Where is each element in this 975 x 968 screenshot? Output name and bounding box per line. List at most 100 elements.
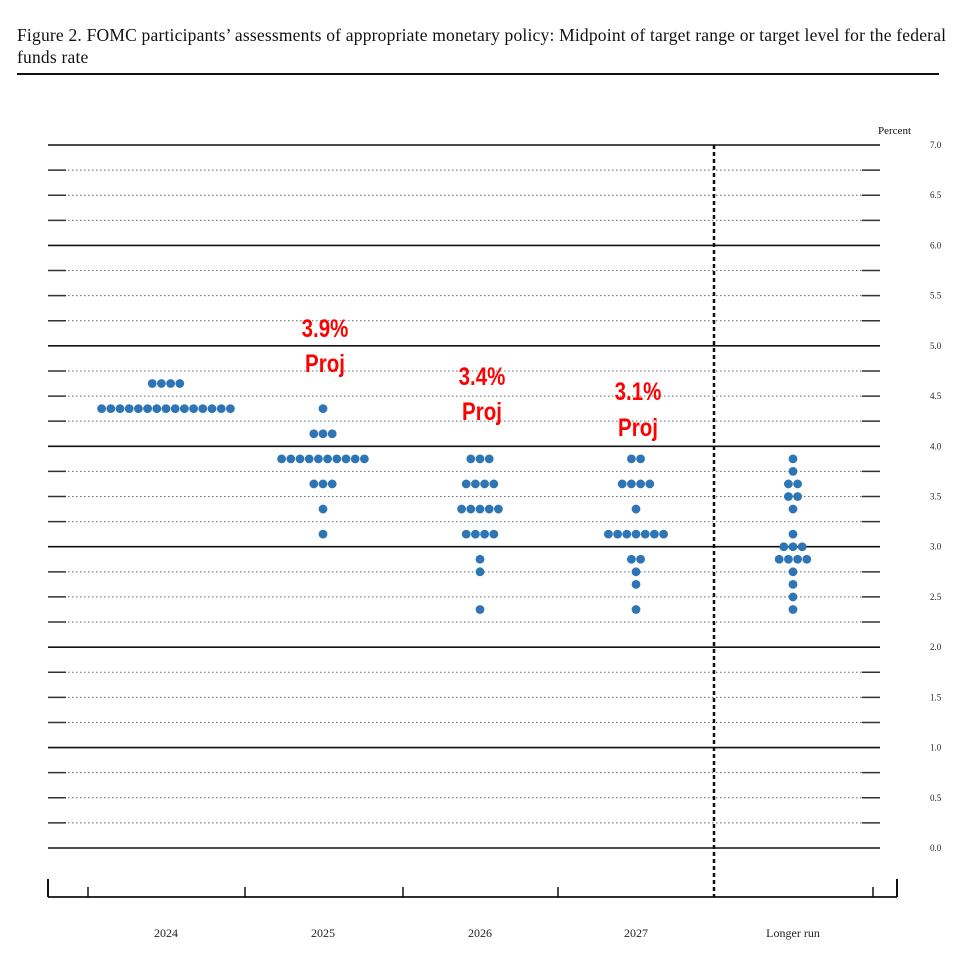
dot-2025	[304, 454, 314, 464]
dot-2024	[175, 379, 185, 388]
dot-2024	[147, 379, 157, 388]
dot-2025	[318, 479, 328, 489]
dot-2024	[124, 404, 134, 414]
dot-2025	[295, 454, 305, 464]
dot-2026	[475, 605, 485, 614]
dot-2024	[97, 404, 106, 414]
dot-2024	[143, 404, 153, 414]
dot-longer-run	[788, 454, 798, 464]
dot-2027	[650, 529, 659, 539]
dot-2026	[457, 504, 466, 514]
y-tick-label: 0.0	[930, 843, 942, 853]
dot-2026	[475, 454, 485, 464]
dot-longer-run	[788, 592, 798, 602]
dot-longer-run	[788, 466, 798, 476]
figure-title: Figure 2. FOMC participants’ assessments…	[17, 25, 947, 67]
dot-2025	[277, 454, 286, 464]
dot-2025	[314, 454, 323, 464]
y-tick-label: 4.5	[930, 391, 942, 401]
dot-2025	[318, 504, 328, 514]
projection-annotation: Proj	[618, 413, 658, 441]
dot-2025	[318, 529, 328, 539]
x-tick-label: 2026	[468, 926, 492, 940]
y-axis-label: Percent	[878, 125, 911, 137]
dot-2026	[480, 529, 489, 539]
dot-2026	[471, 479, 480, 489]
y-tick-label: 2.5	[930, 592, 942, 602]
x-tick-label: 2025	[311, 926, 335, 940]
dot-2025	[327, 479, 337, 489]
dot-2027	[604, 529, 613, 539]
dot-longer-run	[788, 529, 798, 539]
dot-2024	[134, 404, 143, 414]
dot-2027	[627, 454, 636, 464]
dot-2025	[341, 454, 351, 464]
dot-2027	[636, 479, 645, 489]
dot-2026	[475, 567, 485, 577]
dot-2026	[475, 504, 485, 514]
dot-longer-run	[788, 542, 798, 552]
dot-2024	[170, 404, 180, 414]
dot-2026	[461, 479, 471, 489]
dot-2024	[226, 404, 235, 414]
dot-longer-run	[784, 479, 793, 489]
dot-2024	[189, 404, 199, 414]
dot-2026	[466, 504, 476, 514]
dot-2026	[480, 479, 489, 489]
dot-2026	[489, 529, 499, 539]
projection-annotation: Proj	[462, 397, 502, 425]
dot-2027	[631, 605, 641, 614]
title-rule	[17, 73, 939, 75]
dot-2025	[360, 454, 369, 464]
dot-2024	[207, 404, 217, 414]
y-tick-label: 4.0	[930, 441, 942, 451]
dot-2024	[216, 404, 226, 414]
dot-2026	[494, 504, 503, 514]
x-tick-label: 2024	[154, 926, 178, 940]
dot-2027	[631, 579, 641, 589]
dot-2027	[645, 479, 655, 489]
dot-2026	[471, 529, 480, 539]
dot-2027	[631, 567, 641, 577]
dot-2024	[166, 379, 176, 388]
dot-2024	[161, 404, 171, 414]
dot-2026	[484, 504, 494, 514]
dot-2027	[622, 529, 632, 539]
dot-2027	[613, 529, 622, 539]
dot-2025	[318, 404, 328, 414]
y-tick-label: 1.5	[930, 692, 942, 702]
dot-2026	[475, 554, 485, 564]
dot-2027	[631, 529, 641, 539]
dot-2024	[115, 404, 125, 414]
dot-2025	[332, 454, 342, 464]
y-tick-label: 6.0	[930, 240, 942, 250]
dot-2024	[106, 404, 116, 414]
x-tick-label: 2027	[624, 926, 648, 940]
dot-2027	[631, 504, 641, 514]
dot-longer-run	[788, 605, 798, 614]
y-tick-label: 6.5	[930, 190, 942, 200]
dot-2024	[157, 379, 166, 388]
dot-longer-run	[793, 492, 802, 501]
dot-longer-run	[788, 579, 798, 589]
y-tick-label: 5.5	[930, 291, 942, 301]
dot-longer-run	[793, 554, 802, 564]
dot-longer-run	[784, 554, 793, 564]
y-tick-label: 3.5	[930, 492, 942, 502]
dot-2027	[636, 554, 645, 564]
y-tick-label: 0.5	[930, 793, 942, 803]
y-tick-label: 1.0	[930, 743, 942, 753]
x-tick-label: Longer run	[766, 926, 820, 940]
dot-2027	[627, 479, 636, 489]
dot-2027	[659, 529, 668, 539]
y-tick-label: 7.0	[930, 140, 942, 150]
dot-2025	[286, 454, 296, 464]
dot-2024	[198, 404, 208, 414]
dot-longer-run	[802, 554, 812, 564]
dot-2025	[323, 454, 332, 464]
dot-2026	[484, 454, 494, 464]
dot-2027	[640, 529, 650, 539]
dot-2026	[489, 479, 499, 489]
projection-annotation: 3.9%	[302, 314, 349, 342]
